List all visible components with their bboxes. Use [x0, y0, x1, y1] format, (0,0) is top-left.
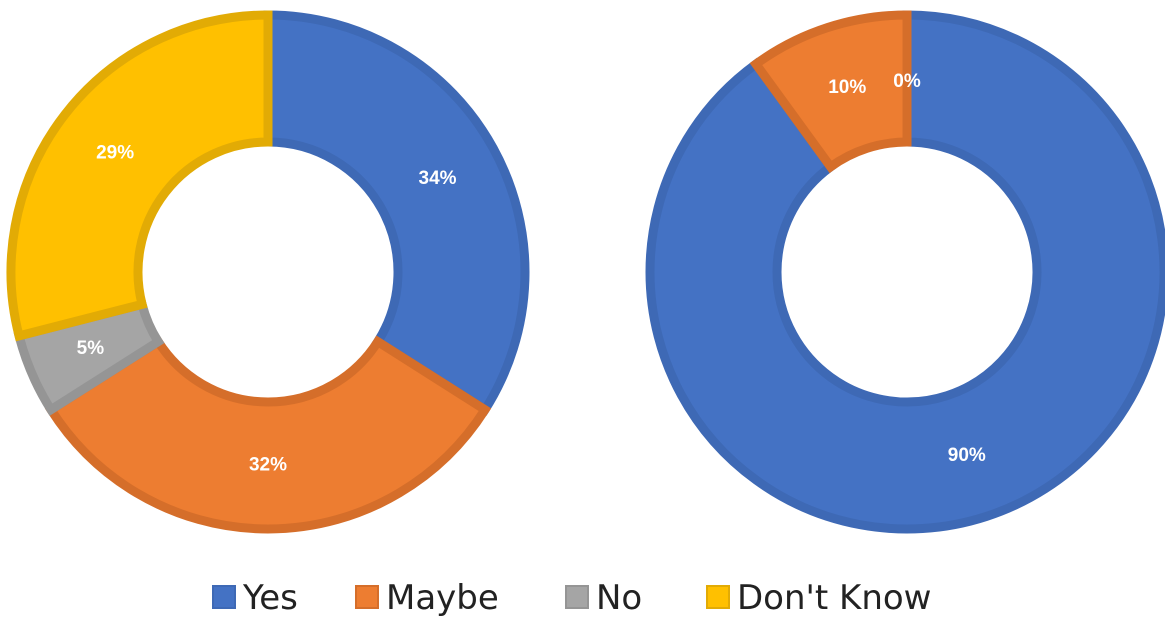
donut-chart-1: 34% 32% 5% 29% [6, 10, 530, 534]
legend-item-yes: Yes [212, 578, 298, 617]
donut-chart-2: 90% 10% 0% [645, 10, 1165, 534]
donut-2-label-yes: 90% [948, 445, 986, 466]
legend-item-maybe: Maybe [355, 578, 499, 617]
legend-swatch-don-t-know [706, 585, 730, 609]
donut-1-slice-maybe [44, 335, 492, 534]
donut-1-label-maybe: 32% [249, 455, 287, 476]
legend-swatch-maybe [355, 585, 379, 609]
legend-swatch-no [565, 585, 589, 609]
donut-2-label-no: 0% [893, 71, 921, 92]
legend: Yes Maybe No Don't Know [212, 578, 931, 617]
donut-1-slice-don-t-know [6, 10, 273, 342]
legend-label-no: No [596, 578, 642, 617]
legend-swatch-yes [212, 585, 236, 609]
legend-label-don-t-know: Don't Know [737, 578, 931, 617]
donut-1-label-yes: 34% [419, 168, 457, 189]
donut-2-slice-yes [645, 10, 1165, 534]
legend-label-maybe: Maybe [386, 578, 499, 617]
legend-label-yes: Yes [242, 578, 298, 617]
legend-item-no: No [565, 578, 642, 617]
donut-1-label-no: 5% [77, 338, 105, 359]
donut-1-label-don-t-know: 29% [96, 142, 134, 163]
donut-2-label-maybe: 10% [828, 77, 866, 98]
donut-1-slice-yes [263, 10, 530, 416]
legend-item-don-t-know: Don't Know [706, 578, 931, 617]
